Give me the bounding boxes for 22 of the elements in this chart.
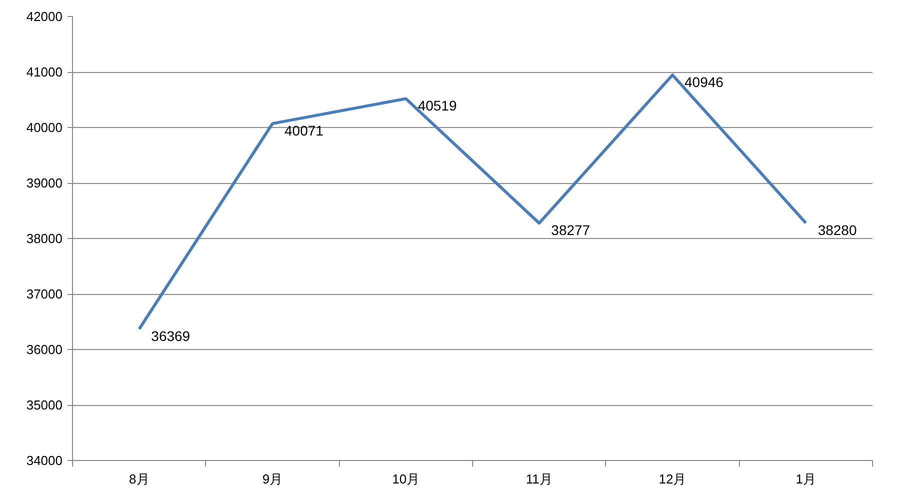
y-tick-label: 41000 bbox=[26, 64, 63, 80]
y-tick-label: 40000 bbox=[26, 120, 63, 135]
x-tick-label: 8月 bbox=[129, 472, 150, 486]
y-tick-label: 37000 bbox=[26, 286, 63, 302]
y-tick-label: 35000 bbox=[26, 398, 63, 412]
y-tick-label: 38000 bbox=[26, 231, 63, 246]
y-tick-label: 39000 bbox=[26, 176, 63, 190]
y-tick-label: 42000 bbox=[26, 9, 63, 24]
data-label: 40519 bbox=[418, 98, 457, 114]
data-label: 36369 bbox=[151, 328, 190, 344]
x-tick-label: 10月 bbox=[392, 472, 420, 486]
x-tick-label: 1月 bbox=[796, 472, 816, 486]
data-label: 40946 bbox=[684, 74, 724, 90]
x-tick-label: 9月 bbox=[262, 472, 283, 486]
data-label: 38277 bbox=[551, 222, 590, 238]
data-label: 40071 bbox=[284, 122, 324, 139]
y-tick-label: 36000 bbox=[26, 342, 63, 357]
line-series bbox=[138, 73, 808, 331]
x-tick-label: 12月 bbox=[658, 472, 686, 486]
x-tick-label: 11月 bbox=[526, 472, 552, 486]
y-tick-label: 34000 bbox=[26, 453, 63, 468]
data-label: 38280 bbox=[818, 222, 857, 238]
